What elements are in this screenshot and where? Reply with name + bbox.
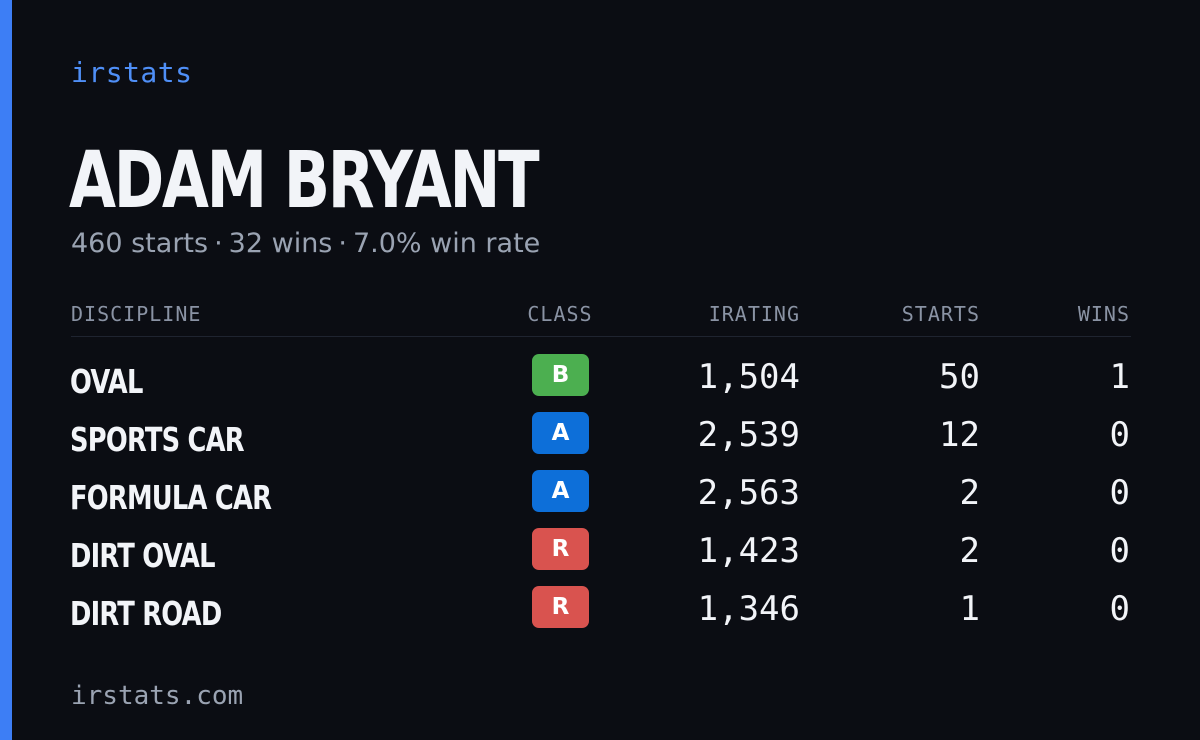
header-class: CLASS [527,302,593,326]
table-row: SPORTS CAR A 2,539 12 0 [0,412,1200,470]
wins-value: 0 [1109,531,1130,571]
discipline-name: SPORTS CAR [70,420,245,459]
discipline-name: DIRT ROAD [70,594,222,633]
driver-name: ADAM BRYANT [69,136,540,226]
wins-total: 32 wins [228,228,333,259]
separator: · [214,228,223,259]
class-badge: A [532,470,589,512]
irating-value: 2,539 [697,415,800,455]
discipline-name: DIRT OVAL [70,536,216,575]
driver-summary: 460 starts · 32 wins · 7.0% win rate [71,228,540,259]
header-irating: IRATING [708,302,800,326]
starts-value: 1 [959,589,980,629]
wins-value: 0 [1109,473,1130,513]
starts-value: 12 [939,415,980,455]
irating-value: 1,504 [697,357,800,397]
starts-value: 50 [939,357,980,397]
irating-value: 2,563 [697,473,800,513]
table-row: FORMULA CAR A 2,563 2 0 [0,470,1200,528]
wins-value: 0 [1109,415,1130,455]
irating-value: 1,423 [697,531,800,571]
class-badge: B [532,354,589,396]
starts-total: 460 starts [71,228,209,259]
wins-value: 0 [1109,589,1130,629]
header-divider [71,336,1131,337]
brand-logo[interactable]: irstats [71,56,193,89]
header-starts: STARTS [901,302,980,326]
header-wins: WINS [1077,302,1130,326]
irating-value: 1,346 [697,589,800,629]
win-rate: 7.0% win rate [352,228,541,259]
class-badge: A [532,412,589,454]
class-badge: R [532,528,589,570]
separator: · [338,228,347,259]
accent-bar [0,0,12,740]
header-discipline: DISCIPLINE [71,302,202,326]
discipline-name: FORMULA CAR [70,478,272,517]
discipline-name: OVAL [70,362,143,401]
wins-value: 1 [1109,357,1130,397]
starts-value: 2 [959,473,980,513]
table-row: DIRT OVAL R 1,423 2 0 [0,528,1200,586]
table-row: OVAL B 1,504 50 1 [0,354,1200,412]
starts-value: 2 [959,531,980,571]
class-badge: R [532,586,589,628]
footer-url[interactable]: irstats.com [71,681,244,711]
table-row: DIRT ROAD R 1,346 1 0 [0,586,1200,644]
